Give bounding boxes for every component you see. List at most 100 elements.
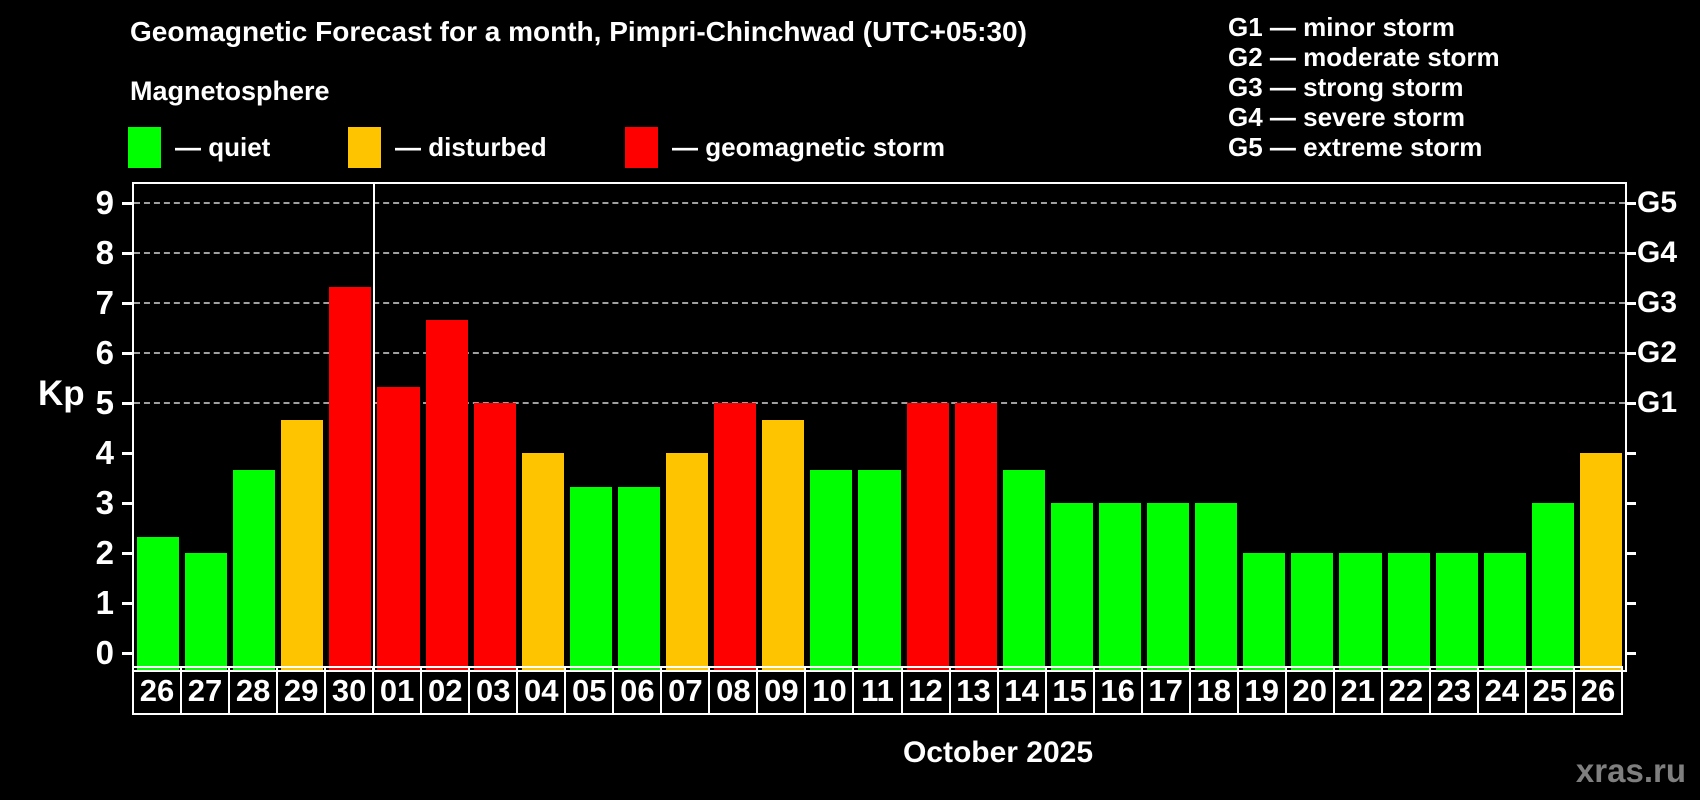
day-label-14: 14 [999,668,1047,713]
day-label-24: 24 [1479,668,1527,713]
kp-bar-day-05 [569,486,612,670]
day-label-03: 03 [470,668,519,713]
chart-subtitle: Magnetosphere [130,76,330,106]
day-label-17: 17 [1143,668,1191,713]
day-label-26: 26 [134,668,183,713]
g-legend-line-g1: G1 — minor storm [1228,12,1455,42]
kp-bar-day-04 [521,453,564,670]
watermark: xras.ru [1575,752,1686,789]
y-tick-label-6: 6 [95,334,114,371]
kp-bar-day-16 [1098,503,1142,670]
legend-item-quiet: — quiet [128,126,270,168]
kp-bar-day-20 [1291,553,1334,670]
g-level-label-g2: G2 [1637,336,1678,369]
day-label-29: 29 [278,668,327,713]
kp-bar-day-07 [666,453,709,670]
y-tick-label-8: 8 [95,234,114,271]
month-separator-line [373,184,376,670]
g-level-label-g5: G5 [1637,186,1678,219]
plot-area: 0 1 2 3 4 5 6 7 8 9 G1 G2 G3 G4 G5 [96,182,1677,672]
day-label-28: 28 [230,668,279,713]
day-label-11: 11 [854,668,903,713]
kp-bar-day-11 [858,469,901,670]
y-axis-tick-left-4 [122,452,133,455]
kp-bar-day-29 [281,419,324,670]
legend-label-storm: — geomagnetic storm [672,131,946,162]
kp-bar-day-26 [137,536,180,670]
x-axis-title: October 2025 [902,736,1094,769]
day-label-26: 26 [1580,672,1616,708]
legend-item-storm: — geomagnetic storm [625,126,945,168]
y-axis-title: Kp [38,374,85,413]
kp-bar-day-25 [1531,503,1574,670]
kp-bar-day-01 [377,386,420,670]
y-tick-label-7: 7 [95,284,114,321]
kp-bar-day-03 [473,403,516,670]
g-scale-legend: G1 — minor storm G2 — moderate storm G3 … [1228,12,1500,162]
day-label-02: 02 [422,668,471,713]
day-label-07: 07 [662,668,711,713]
y-axis-tick-left-7 [122,302,133,305]
page-title: Geomagnetic Forecast for a month, Pimpri… [130,16,1027,47]
day-label-05: 05 [566,668,615,713]
storm-color-swatch [625,126,658,168]
y-axis-tick-left-1 [122,602,133,605]
y-axis-tick-left-8 [122,252,133,255]
kp-bar-day-13 [954,403,997,670]
gridline-kp6 [134,352,1625,354]
g-level-label-g4: G4 [1637,236,1678,269]
day-label-10: 10 [806,668,855,713]
g-legend-line-g3: G3 — strong storm [1228,72,1464,102]
kp-bar-day-08 [714,403,757,670]
kp-bar-day-23 [1435,553,1478,670]
y-axis-tick-left-9 [122,202,133,205]
x-axis-label-row: 26 27 28 29 30 01 02 03 04 05 06 07 08 09 10 11 12 13 14 15… [132,666,1623,715]
y-axis-tick-left-3 [122,502,133,505]
kp-bar-day-10 [810,469,853,670]
legend-label-quiet: — quiet [175,131,271,162]
y-axis-tick-left-0 [122,652,133,655]
kp-bar-day-26 [1579,453,1622,670]
y-axis-tick-right-2 [1625,552,1636,555]
day-label-01: 01 [374,668,423,713]
y-axis-tick-right-6 [1625,352,1636,355]
gridline-kp9 [134,202,1625,204]
kp-bar-day-17 [1147,503,1190,670]
gridline-kp7 [134,302,1625,304]
y-axis-tick-right-8 [1625,252,1636,255]
y-axis-tick-right-7 [1625,302,1636,305]
legend-item-disturbed: — disturbed [348,126,547,168]
day-label-22: 22 [1383,668,1431,713]
day-label-20: 20 [1287,668,1335,713]
g-legend-line-g5: G5 — extreme storm [1228,132,1483,162]
kp-bar-day-06 [617,486,661,670]
y-axis-tick-right-4 [1625,452,1636,455]
day-label-18: 18 [1191,668,1239,713]
day-label-21: 21 [1335,668,1383,713]
gridline-kp5 [134,402,1625,404]
kp-bar-day-30 [329,286,372,670]
day-label-15: 15 [1047,668,1095,713]
kp-bar-day-28 [233,469,276,670]
y-tick-label-0: 0 [95,634,114,671]
day-label-06: 06 [614,668,663,713]
y-axis-tick-right-9 [1625,202,1636,205]
day-label-16: 16 [1095,668,1143,713]
g-legend-line-g4: G4 — severe storm [1228,102,1466,132]
day-label-25: 25 [1527,668,1575,713]
quiet-color-swatch [128,126,161,168]
kp-bar-day-02 [425,319,468,670]
day-label-13: 13 [951,668,999,713]
y-axis-tick-right-1 [1625,602,1636,605]
day-label-09: 09 [758,668,807,713]
kp-bar-day-22 [1387,553,1430,670]
g-level-label-g3: G3 [1637,286,1678,319]
disturbed-color-swatch [348,126,381,168]
day-label-19: 19 [1239,668,1287,713]
y-tick-label-9: 9 [95,184,114,221]
y-axis-tick-left-6 [122,352,133,355]
day-label-23: 23 [1431,668,1479,713]
day-label-08: 08 [710,668,759,713]
y-tick-label-1: 1 [95,584,114,621]
